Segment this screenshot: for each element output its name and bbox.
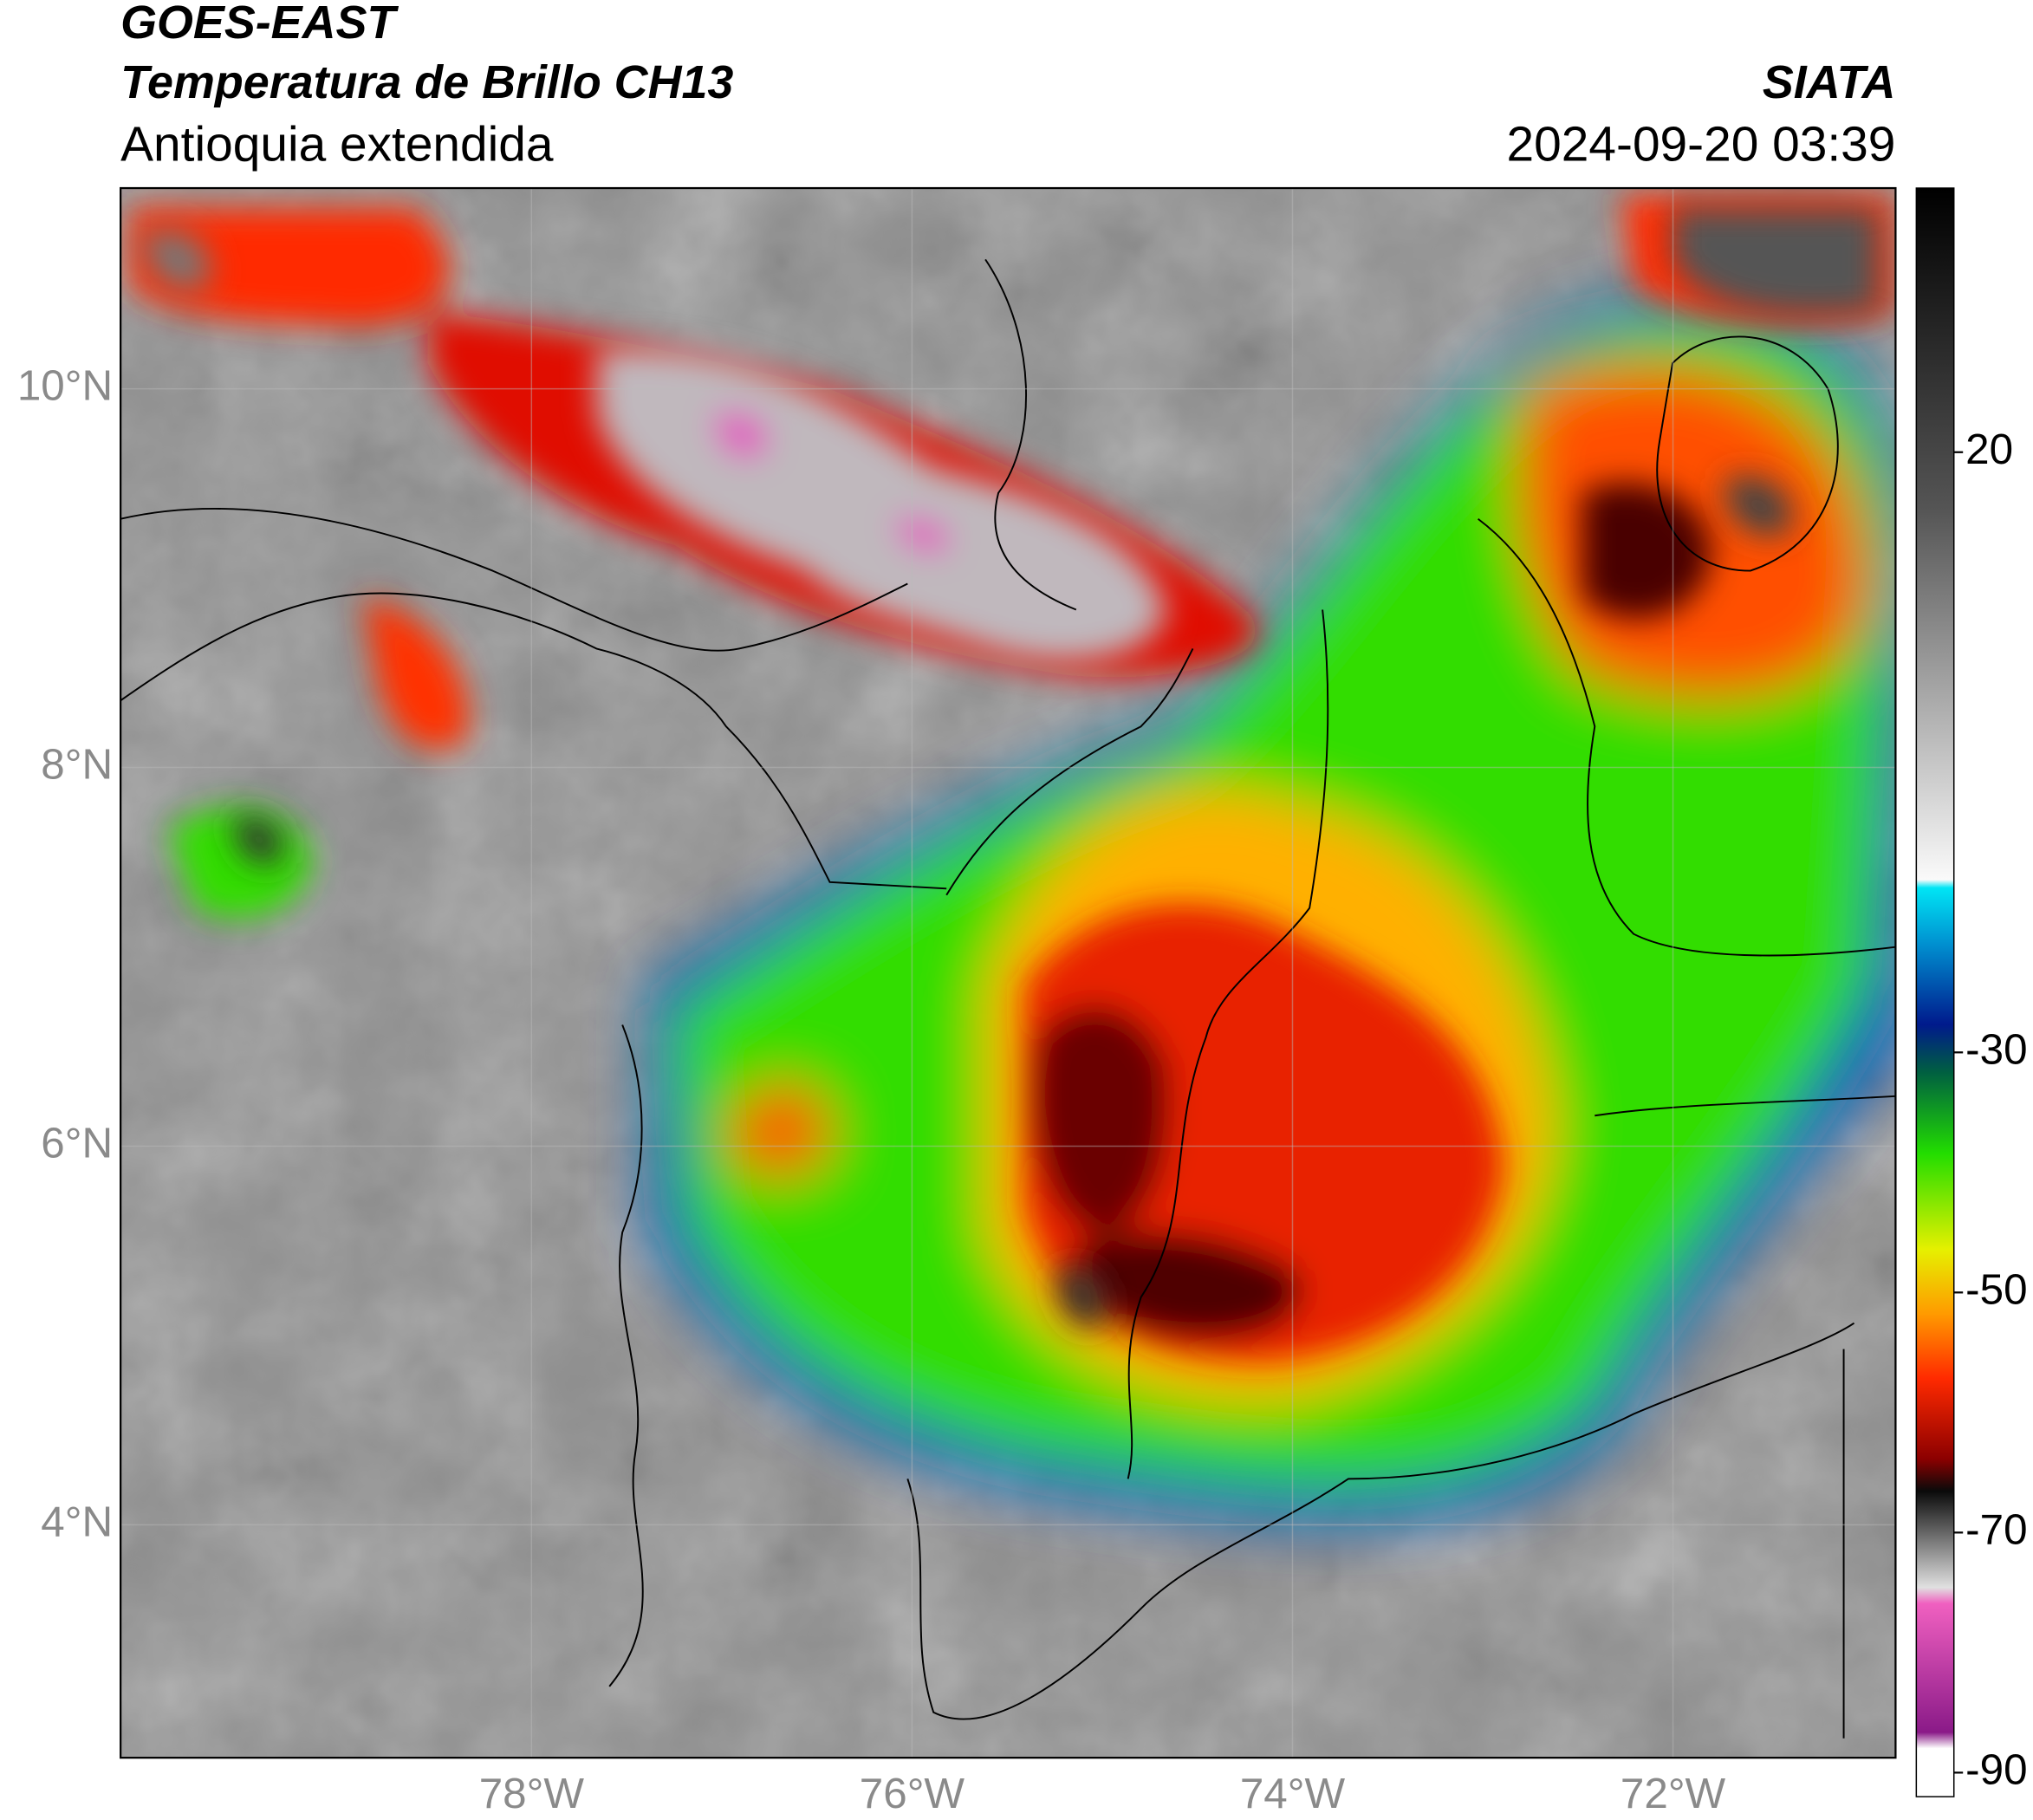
coastline	[120, 592, 947, 890]
axis-ticks: 78°W 76°W 74°W 72°W 10°N 8°N 6°N 4°N	[17, 362, 1726, 1817]
coastline	[945, 647, 1194, 896]
colorbar	[1915, 187, 1955, 1797]
border	[984, 258, 1077, 611]
x-tick-label: 74°W	[1240, 1770, 1346, 1817]
border	[1127, 609, 1329, 1479]
overshooting-tops	[142, 207, 1880, 1327]
border	[1478, 517, 1896, 957]
lake	[1656, 335, 1839, 572]
y-tick-label: 10°N	[17, 362, 113, 410]
colorbar-tick-label: -30	[1965, 1025, 2027, 1073]
colorbar-tick-label: -90	[1965, 1745, 2027, 1793]
grid	[120, 188, 1896, 1758]
satellite-title: GOES-EAST	[120, 0, 399, 49]
y-tick-label: 4°N	[41, 1498, 113, 1545]
region-subtitle: Antioquia extendida	[120, 118, 554, 172]
x-tick-label: 78°W	[479, 1770, 585, 1817]
x-tick-label: 76°W	[860, 1770, 965, 1817]
colorbar-ticks: 20 -30 -50 -70 -90	[1953, 426, 2028, 1793]
border	[1595, 1095, 1896, 1117]
product-title: Temperatura de Brillo CH13	[120, 56, 733, 108]
border	[906, 1322, 1855, 1720]
map-frame	[120, 186, 1897, 1759]
colorbar-tick-label: -70	[1965, 1505, 2027, 1553]
source-label: SIATA	[1763, 56, 1896, 108]
colorbar-tick-label: -50	[1965, 1265, 2027, 1313]
y-tick-label: 8°N	[41, 741, 113, 789]
colorbar-tick-label: 20	[1965, 426, 2013, 473]
satellite-image	[120, 188, 1896, 1758]
datetime-label: 2024-09-20 03:39	[1507, 118, 1896, 172]
coastline	[120, 508, 908, 652]
y-tick-label: 6°N	[41, 1120, 113, 1167]
x-tick-label: 72°W	[1621, 1770, 1726, 1817]
coastline	[608, 1024, 644, 1687]
borders	[120, 258, 1896, 1739]
